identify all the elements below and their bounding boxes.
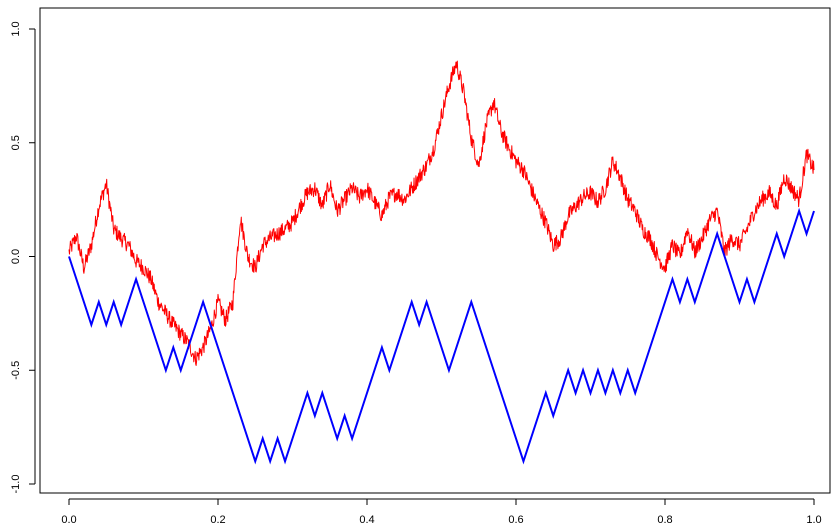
y-tick-label: 1.0 bbox=[10, 21, 22, 36]
y-tick-label: 0.0 bbox=[10, 249, 22, 264]
y-tick-label: -1.0 bbox=[10, 475, 22, 494]
y-axis: -1.0 -0.5 0.0 0.5 1.0 bbox=[10, 21, 36, 494]
series-layer bbox=[68, 60, 815, 465]
x-tick-label: 0.6 bbox=[508, 514, 523, 526]
plot-frame bbox=[39, 7, 831, 494]
x-tick-label: 0.0 bbox=[61, 514, 76, 526]
x-tick-label: 0.2 bbox=[210, 514, 225, 526]
series-line-red bbox=[68, 60, 815, 366]
y-tick-label: 0.5 bbox=[10, 135, 22, 150]
x-tick-label: 0.8 bbox=[657, 514, 672, 526]
x-tick-label: 1.0 bbox=[806, 514, 821, 526]
x-axis: 0.0 0.2 0.4 0.6 0.8 1.0 bbox=[61, 498, 822, 526]
x-tick-label: 0.4 bbox=[359, 514, 374, 526]
y-tick-label: -0.5 bbox=[10, 361, 22, 380]
